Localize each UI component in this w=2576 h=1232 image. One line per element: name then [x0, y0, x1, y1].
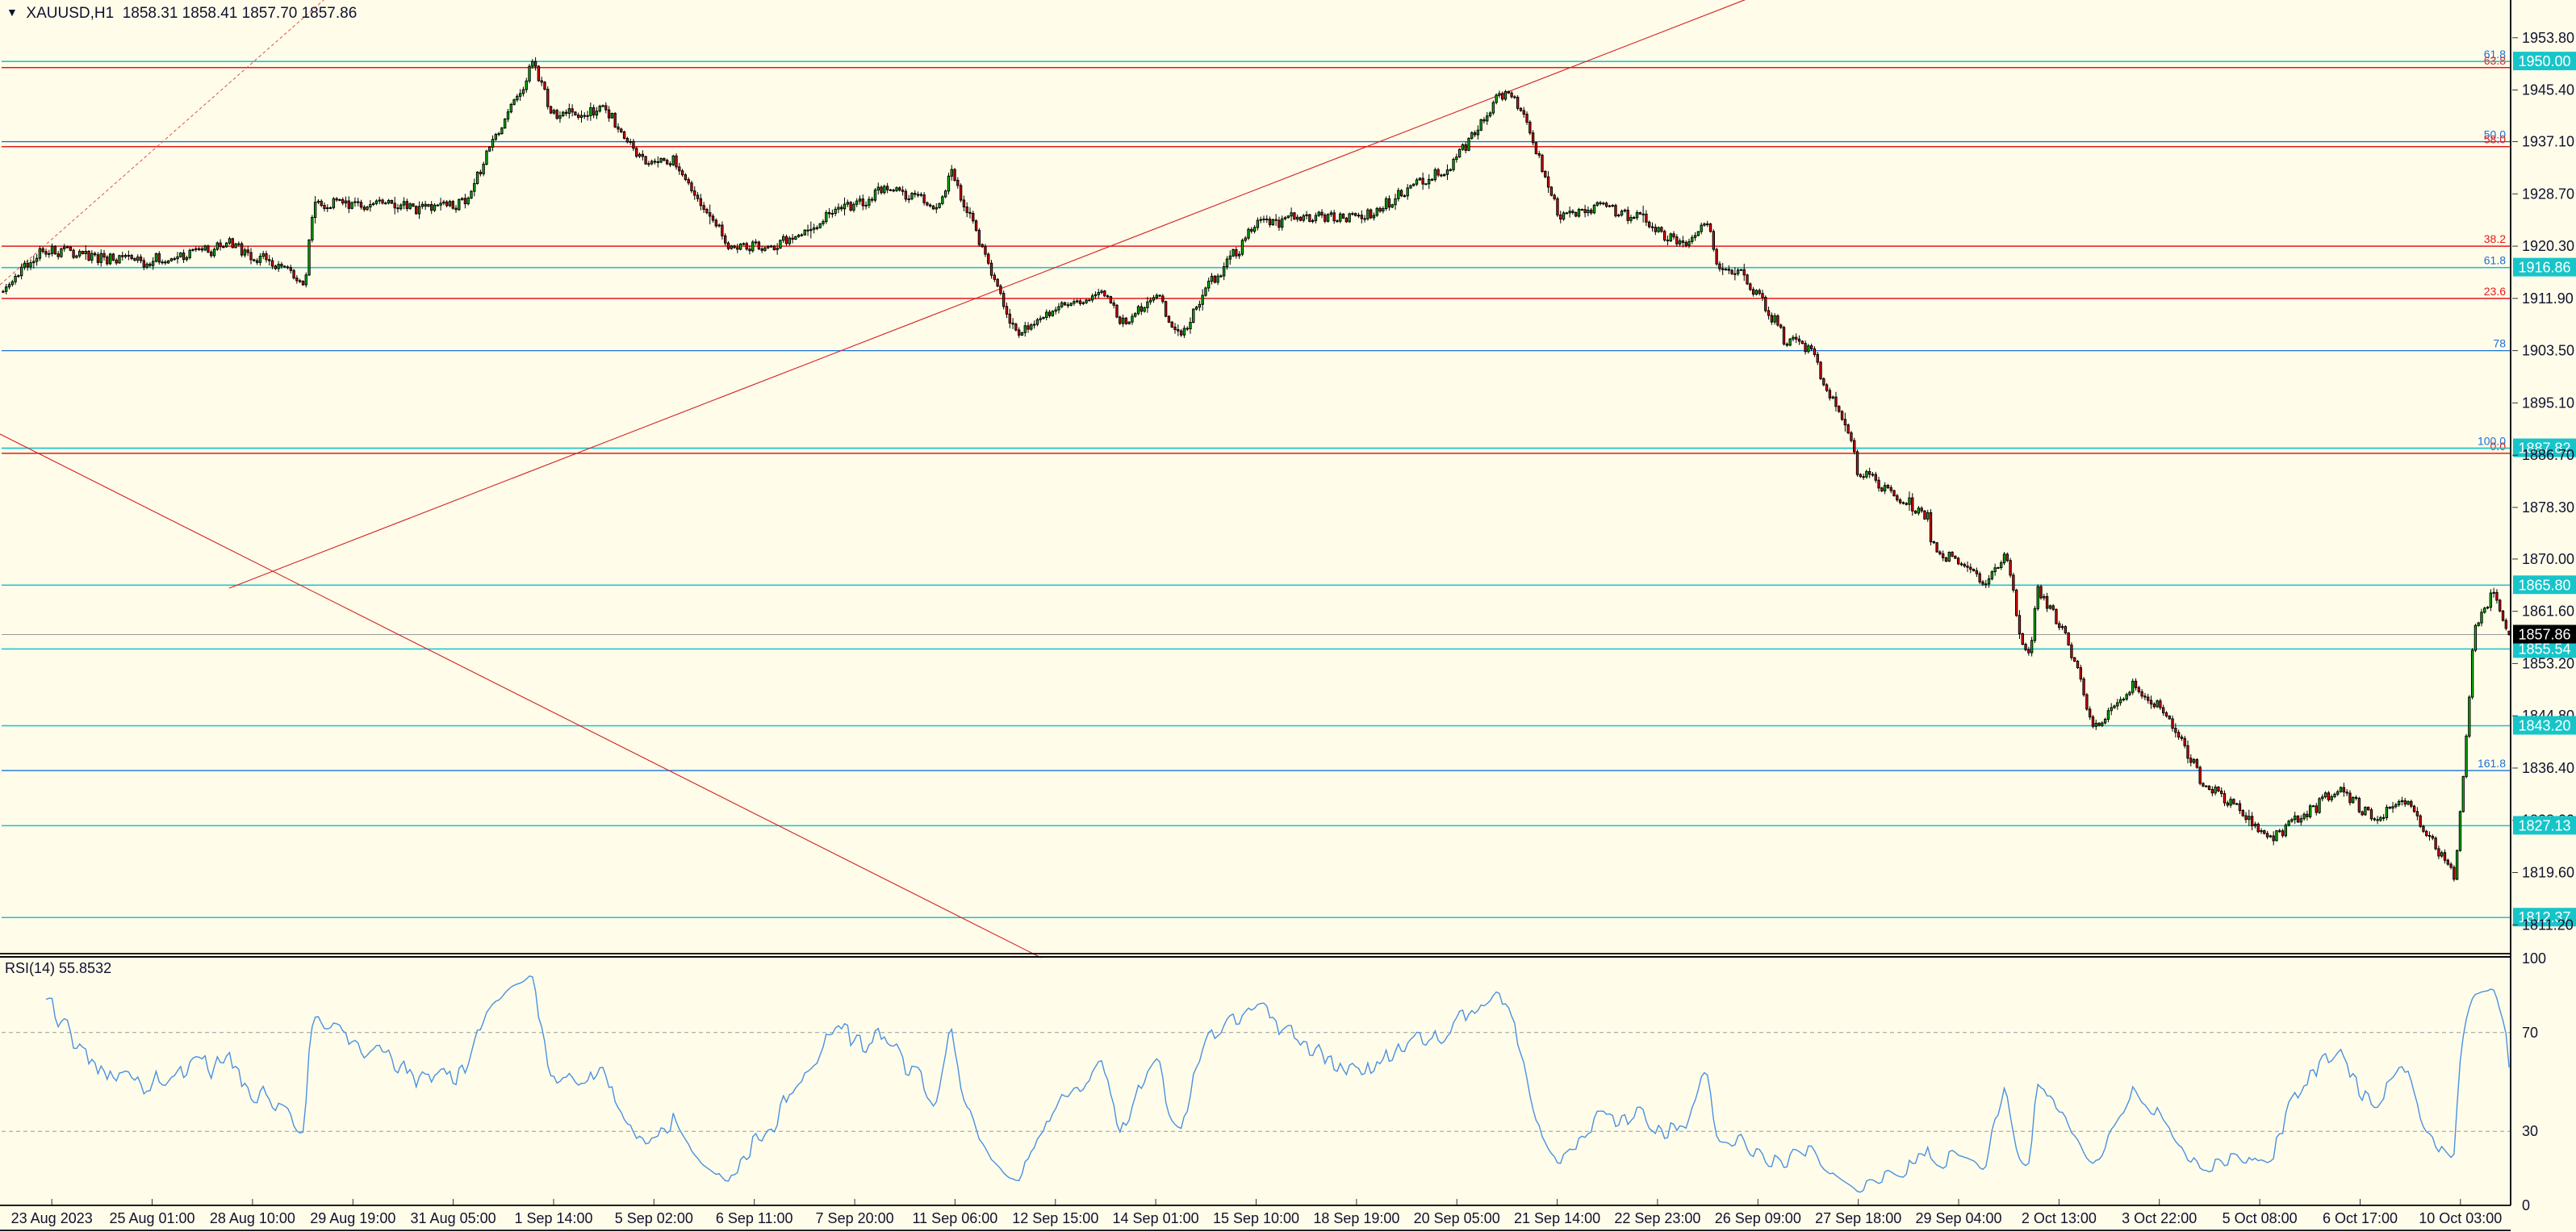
svg-text:0.0: 0.0 [2490, 440, 2507, 453]
svg-text:1811.20: 1811.20 [2522, 917, 2574, 933]
svg-text:1937.10: 1937.10 [2522, 134, 2574, 150]
svg-text:1865.80: 1865.80 [2518, 577, 2570, 593]
svg-text:61.8: 61.8 [2484, 254, 2506, 267]
svg-text:100: 100 [2522, 950, 2546, 967]
svg-text:1920.30: 1920.30 [2522, 238, 2574, 254]
svg-text:78: 78 [2493, 337, 2506, 350]
svg-text:30: 30 [2522, 1123, 2538, 1139]
svg-text:70: 70 [2522, 1025, 2538, 1041]
svg-text:1950.00: 1950.00 [2518, 53, 2570, 69]
svg-text:1853.20: 1853.20 [2522, 655, 2574, 671]
svg-text:1945.40: 1945.40 [2522, 82, 2574, 98]
svg-text:1953.80: 1953.80 [2522, 30, 2574, 46]
svg-text:58.0: 58.0 [2484, 133, 2506, 146]
svg-text:1857.86: 1857.86 [2518, 627, 2570, 643]
svg-text:1836.40: 1836.40 [2522, 760, 2574, 776]
svg-text:1843.20: 1843.20 [2518, 718, 2570, 734]
svg-text:1916.86: 1916.86 [2518, 260, 2570, 276]
svg-text:23.6: 23.6 [2484, 285, 2506, 298]
svg-text:1870.00: 1870.00 [2522, 551, 2574, 567]
svg-text:1903.50: 1903.50 [2522, 343, 2574, 359]
svg-text:1878.30: 1878.30 [2522, 499, 2574, 516]
svg-text:1861.60: 1861.60 [2522, 603, 2574, 620]
svg-text:1895.10: 1895.10 [2522, 395, 2574, 411]
svg-text:1886.70: 1886.70 [2522, 447, 2574, 463]
svg-text:161.8: 161.8 [2478, 757, 2506, 770]
svg-text:1819.60: 1819.60 [2522, 864, 2574, 880]
svg-text:1928.70: 1928.70 [2522, 186, 2574, 202]
svg-text:63.8: 63.8 [2484, 54, 2506, 67]
svg-text:0: 0 [2522, 1197, 2530, 1213]
svg-text:1911.90: 1911.90 [2522, 290, 2574, 307]
svg-text:38.2: 38.2 [2484, 232, 2506, 245]
svg-text:1827.13: 1827.13 [2518, 817, 2570, 833]
